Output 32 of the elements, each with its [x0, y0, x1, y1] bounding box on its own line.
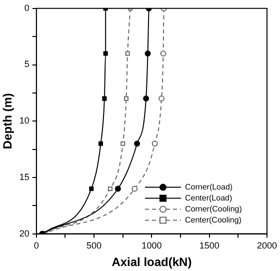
- point: [144, 50, 151, 56]
- legend-label: Center(Cooling): [184, 216, 242, 225]
- point: [89, 186, 94, 191]
- point: [125, 51, 130, 56]
- x-tick-label: 1000: [142, 240, 162, 251]
- point: [152, 140, 158, 147]
- point: [132, 186, 138, 192]
- point: [98, 141, 104, 146]
- y-tick-label: 10: [19, 116, 30, 126]
- x-tick-label: 1500: [199, 240, 220, 251]
- legend-label: Center(Load): [184, 194, 232, 203]
- y-tick-label: 15: [19, 172, 30, 182]
- point: [158, 96, 164, 102]
- y-axis-title: Depth (m): [0, 93, 15, 150]
- point: [134, 140, 140, 147]
- x-axis-title: Axial load(kN): [112, 255, 192, 270]
- point: [160, 50, 166, 56]
- point: [120, 141, 126, 146]
- y-tick-label: 20: [19, 228, 30, 238]
- point: [114, 186, 121, 192]
- point: [103, 51, 108, 56]
- x-tick-label: 2000: [256, 240, 278, 251]
- y-tick-label: 5: [24, 59, 30, 70]
- legend-label: Corner(Load): [184, 182, 233, 192]
- point: [143, 96, 150, 102]
- y-tick-label: 0: [24, 2, 30, 13]
- x-tick-label: 500: [86, 240, 102, 251]
- x-tick-label: 0: [34, 240, 39, 251]
- point: [108, 186, 112, 191]
- point: [102, 96, 107, 101]
- legend-label: Corner(Cooling): [184, 204, 242, 214]
- point: [124, 96, 128, 101]
